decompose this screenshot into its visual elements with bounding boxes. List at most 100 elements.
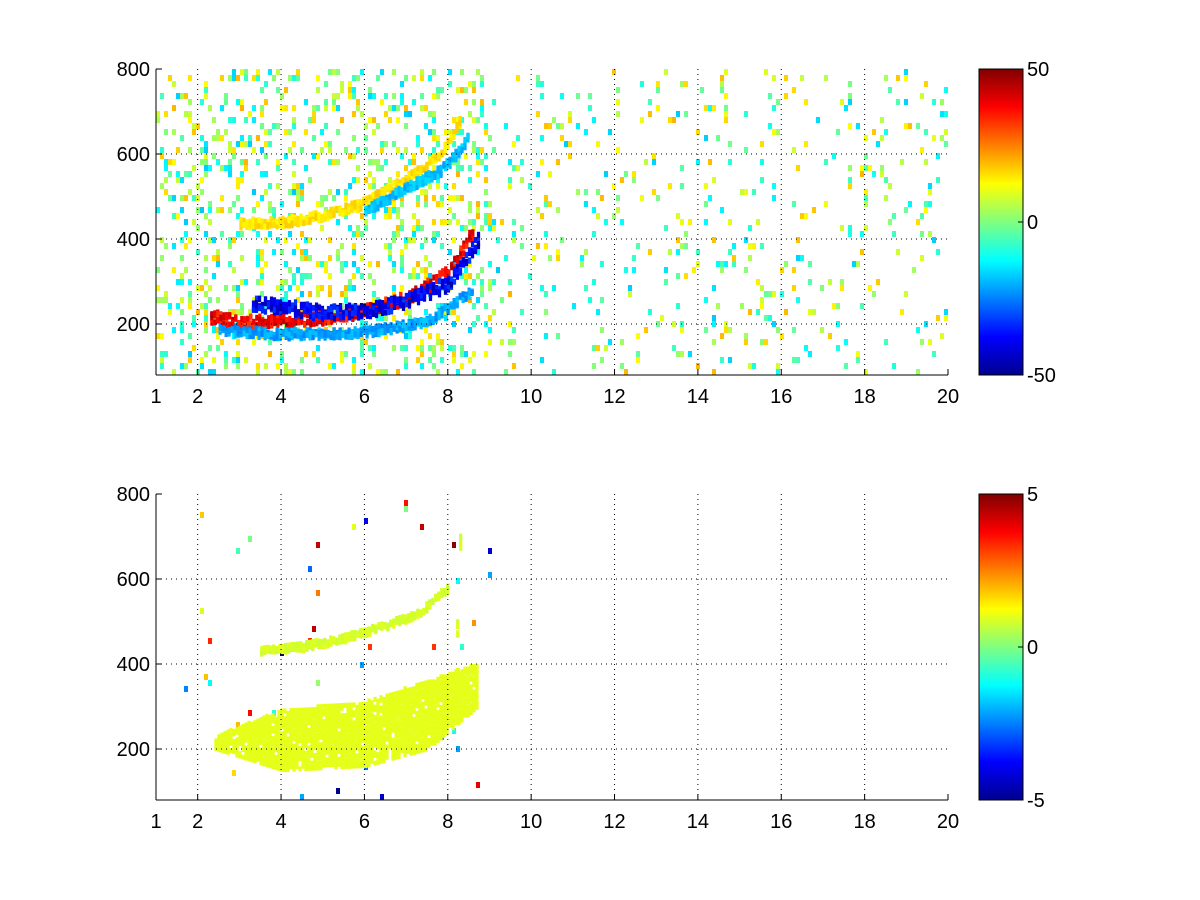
heatmap-cell xyxy=(472,303,476,309)
heatmap-cell xyxy=(365,196,369,203)
heatmap-cell xyxy=(407,291,412,298)
heatmap-cell xyxy=(428,111,432,117)
heatmap-cell xyxy=(296,267,300,273)
heatmap-cell xyxy=(316,680,320,686)
heatmap-cell xyxy=(368,626,372,633)
heatmap-cell xyxy=(421,701,425,707)
heatmap-cell xyxy=(219,314,223,321)
heatmap-cell xyxy=(238,725,242,731)
heatmap-cell xyxy=(592,207,596,213)
heatmap-cell xyxy=(204,351,208,357)
heatmap-cell xyxy=(389,619,393,626)
heatmap-cell xyxy=(268,141,272,147)
heatmap-cell xyxy=(308,217,312,224)
heatmap-cell xyxy=(864,135,868,141)
heatmap-cell xyxy=(456,219,460,225)
heatmap-cell xyxy=(416,608,420,615)
heatmap-cell xyxy=(295,753,299,759)
heatmap-cell xyxy=(492,225,496,231)
heatmap-cell xyxy=(365,312,370,319)
heatmap-cell xyxy=(403,744,407,750)
heatmap-cell xyxy=(257,305,262,312)
heatmap-cell xyxy=(264,363,268,369)
heatmap-cell xyxy=(386,327,390,334)
heatmap-cell xyxy=(332,93,336,99)
heatmap-cell xyxy=(388,213,392,219)
heatmap-cell xyxy=(433,715,437,721)
heatmap-cell xyxy=(350,631,354,638)
heatmap-cell xyxy=(368,87,372,93)
heatmap-cell xyxy=(188,357,192,363)
heatmap-cell xyxy=(415,710,419,716)
heatmap-cell xyxy=(341,637,345,644)
x-tick-label: 14 xyxy=(687,811,709,833)
heatmap-cell xyxy=(301,743,305,749)
heatmap-cell xyxy=(384,243,388,249)
heatmap-cell xyxy=(278,328,282,335)
heatmap-cell xyxy=(820,327,824,333)
heatmap-cell xyxy=(298,710,302,716)
heatmap-cell xyxy=(259,757,263,763)
heatmap-cell xyxy=(468,229,472,236)
heatmap-cell xyxy=(704,183,708,189)
heatmap-cell xyxy=(180,177,184,183)
heatmap-cell xyxy=(391,722,395,728)
heatmap-cell xyxy=(264,141,268,147)
heatmap-cell xyxy=(468,273,472,279)
heatmap-cell xyxy=(451,155,455,162)
heatmap-cell xyxy=(260,330,264,337)
heatmap-cell xyxy=(592,345,596,351)
heatmap-cell xyxy=(371,310,376,317)
heatmap-cell xyxy=(278,305,283,312)
heatmap-cell xyxy=(392,301,397,308)
heatmap-cell xyxy=(248,710,252,716)
heatmap-cell xyxy=(620,219,624,225)
heatmap-cell xyxy=(346,735,350,741)
heatmap-cell xyxy=(437,289,442,296)
heatmap-cell xyxy=(656,87,660,93)
heatmap-cell xyxy=(361,747,365,753)
heatmap-cell xyxy=(368,199,372,206)
heatmap-cell xyxy=(304,735,308,741)
heatmap-cell xyxy=(271,736,275,742)
heatmap-cell xyxy=(176,171,180,177)
heatmap-cell xyxy=(600,327,604,333)
heatmap-cell xyxy=(448,674,452,680)
heatmap-cell xyxy=(800,75,804,81)
heatmap-cell xyxy=(580,261,584,267)
heatmap-cell xyxy=(240,69,244,75)
heatmap-cell xyxy=(224,129,228,135)
heatmap-cell xyxy=(432,345,436,351)
heatmap-cell xyxy=(436,679,440,685)
heatmap-cell xyxy=(334,731,338,737)
heatmap-cell xyxy=(394,193,398,200)
heatmap-cell xyxy=(346,761,350,767)
heatmap-cell xyxy=(372,351,376,357)
heatmap-cell xyxy=(247,746,251,752)
heatmap-cell xyxy=(324,105,328,111)
heatmap-cell xyxy=(228,159,232,165)
heatmap-cell xyxy=(340,267,344,273)
heatmap-cell xyxy=(254,223,258,230)
heatmap-cell xyxy=(230,326,234,333)
heatmap-cell xyxy=(636,243,640,249)
heatmap-cell xyxy=(313,763,317,769)
heatmap-cell xyxy=(263,219,267,226)
heatmap-cell xyxy=(265,759,269,765)
heatmap-cell xyxy=(400,345,404,351)
heatmap-cell xyxy=(272,249,276,255)
heatmap-cell xyxy=(382,730,386,736)
heatmap-cell xyxy=(463,710,467,715)
heatmap-cell xyxy=(436,339,440,345)
heatmap-cell xyxy=(368,308,373,315)
heatmap-cell xyxy=(418,682,422,687)
heatmap-cell xyxy=(397,700,401,706)
heatmap-cell xyxy=(298,766,302,772)
heatmap-cell xyxy=(394,754,398,760)
heatmap-cell xyxy=(192,219,196,225)
heatmap-cell xyxy=(896,249,900,255)
heatmap-cell xyxy=(236,722,240,728)
heatmap-cell xyxy=(228,147,232,153)
heatmap-cell xyxy=(204,165,208,171)
heatmap-cell xyxy=(216,316,220,323)
